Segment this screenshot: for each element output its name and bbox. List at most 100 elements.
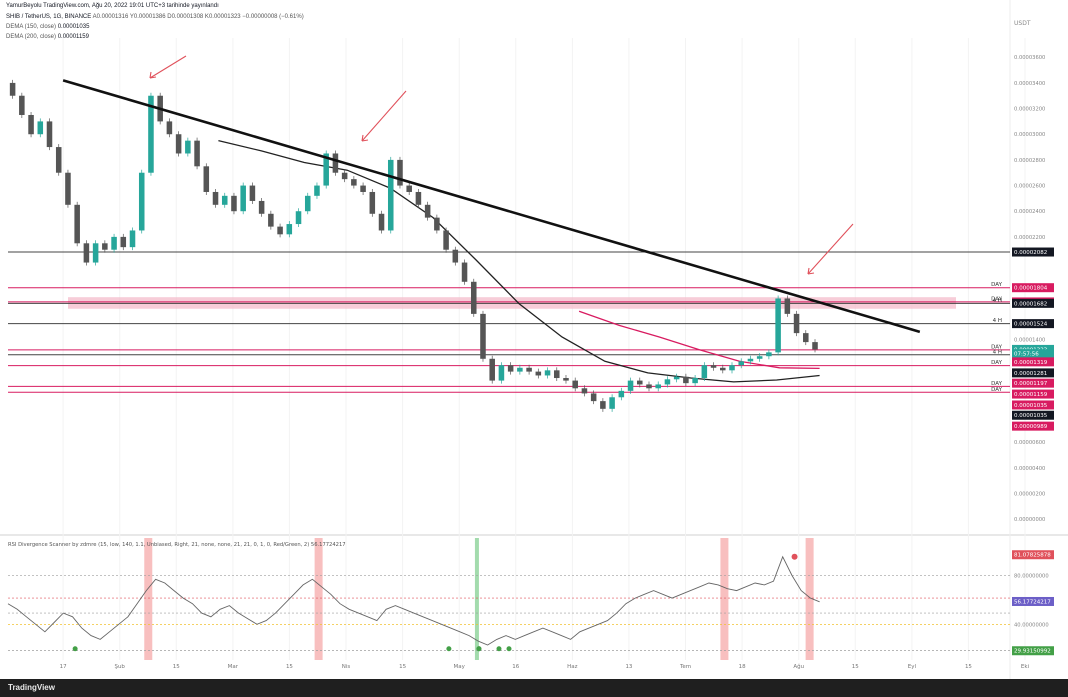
price-axis-badge (1012, 298, 1054, 308)
tradingview-logo[interactable]: TradingView (8, 683, 55, 692)
candle-body (37, 121, 44, 135)
price-axis-badge-text: 0.00001035 (1014, 403, 1048, 409)
candle-body (443, 230, 449, 250)
candle-body (489, 358, 495, 381)
ma2-value: 0.00001159 (57, 34, 89, 40)
candle-body (111, 236, 117, 250)
bullish-divergence-dot (496, 646, 502, 652)
candle-body (194, 140, 200, 167)
candle-body (175, 134, 182, 154)
level-label: DAY (991, 296, 1002, 302)
ma1-label: DEMA (150, close) (6, 24, 57, 30)
time-axis-label: 15 (286, 664, 293, 670)
candle-body (55, 147, 62, 173)
candle-body (341, 172, 348, 180)
candle-body (258, 200, 265, 214)
candle-body (74, 204, 80, 244)
symbol-name[interactable]: SHIB / TetherUS, 1G, BINANCE (6, 14, 92, 20)
time-axis-label: 16 (512, 664, 519, 670)
descending-trendline[interactable] (62, 79, 921, 334)
candle-body (434, 217, 440, 231)
price-axis-badge (1012, 349, 1054, 359)
candle-body (397, 159, 403, 186)
price-axis-badge-text: 0.00001682 (1014, 301, 1047, 307)
time-axis-label: Şub (114, 664, 125, 670)
time-axis-label: May (454, 664, 466, 670)
price-axis-badge-text: 0.00002082 (1014, 250, 1047, 256)
price-axis-tick: 0.00000600 (1014, 440, 1045, 446)
footer-bar: TradingView (0, 679, 1068, 697)
candle-body (231, 195, 237, 212)
bullish-divergence-dot (446, 646, 452, 652)
candle-body (563, 378, 569, 381)
price-axis-tick: 0.00002200 (1014, 235, 1045, 241)
price-axis-badge (1012, 247, 1054, 257)
candle-body (65, 172, 71, 205)
price-axis-badge-text: 0.00001804 (1014, 286, 1048, 292)
bearish-divergence-band (314, 538, 323, 660)
candle-body (793, 313, 800, 334)
time-axis-label: Mar (228, 664, 239, 670)
time-axis-label: Eyl (908, 664, 917, 670)
candle-body (627, 380, 634, 391)
time-axis-label: 13 (625, 664, 632, 670)
candle-body (766, 352, 772, 357)
candle-body (351, 179, 357, 186)
rsi-indicator-title[interactable]: RSI Divergence Scanner by zdmre (15, low… (8, 542, 346, 548)
candle-body (406, 185, 412, 192)
time-axis-label: 15 (965, 664, 972, 670)
candle-body (655, 384, 661, 389)
candle-body (360, 185, 366, 192)
candle-body (756, 356, 763, 359)
price-axis-badge-text: 0.00001281 (1014, 371, 1047, 377)
candle-body (268, 213, 274, 227)
annotation-arrowhead (361, 134, 369, 142)
candle-body (526, 367, 532, 372)
price-axis-badge (1012, 421, 1054, 431)
candle-body (369, 191, 376, 214)
price-axis-badge (1012, 378, 1054, 388)
time-axis-label: Nis (342, 664, 351, 670)
candle-body (544, 370, 551, 376)
level-label: DAY (991, 282, 1002, 288)
candle-body (590, 393, 597, 402)
rsi-axis-tick: 40.00000000 (1014, 622, 1049, 628)
candle-body (120, 236, 127, 248)
currency-label: USDT (1014, 20, 1031, 27)
annotation-arrowhead (149, 71, 157, 79)
candle-body (203, 166, 210, 192)
level-label: 4 H (993, 349, 1002, 355)
ma1-legend[interactable]: DEMA (150, close) 0.00001035 (6, 24, 89, 30)
rsi-axis-tick: 80.00000000 (1014, 574, 1049, 580)
candle-body (221, 195, 228, 205)
price-axis-badge-text: 0.00001197 (1014, 381, 1048, 387)
price-axis-tick: 0.00000400 (1014, 466, 1045, 472)
candle-body (166, 121, 173, 135)
time-axis-label: Eki (1021, 664, 1030, 670)
rsi-axis-badge-text: 81.07825878 (1014, 553, 1051, 559)
price-axis-badge (1012, 400, 1054, 410)
candle-body (692, 378, 698, 384)
price-axis-badge (1012, 319, 1054, 329)
price-axis-badge (1012, 357, 1054, 367)
candle-body (286, 224, 293, 235)
price-axis-badge (1012, 368, 1054, 378)
candle-body (507, 365, 514, 372)
candle-body (581, 388, 588, 394)
annotation-arrow (149, 55, 187, 79)
ma2-legend[interactable]: DEMA (200, close) 0.00001159 (6, 34, 89, 40)
candle-body (138, 172, 145, 231)
candle-body (480, 313, 486, 359)
candle-body (461, 262, 468, 282)
candle-body (729, 365, 735, 371)
publish-info: YamurBeyolu TradingView.com, Ağu 20, 202… (6, 3, 219, 9)
candle-body (498, 365, 505, 381)
candle-body (83, 243, 90, 263)
symbol-ohlc-line: SHIB / TetherUS, 1G, BINANCE A0.00001316… (6, 14, 304, 20)
bullish-divergence-band (474, 538, 479, 660)
price-axis-tick: 0.00000000 (1014, 517, 1045, 523)
candle-body (812, 342, 818, 350)
dema-150-line (218, 139, 820, 383)
